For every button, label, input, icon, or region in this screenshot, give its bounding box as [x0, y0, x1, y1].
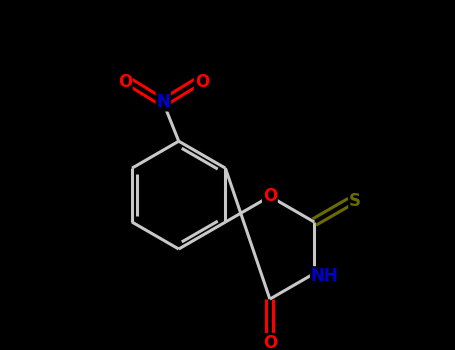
Text: O: O	[263, 334, 277, 350]
Text: N: N	[157, 93, 170, 111]
Text: O: O	[263, 187, 277, 205]
Text: O: O	[195, 73, 209, 91]
Text: S: S	[349, 191, 361, 210]
Text: NH: NH	[311, 267, 339, 285]
Text: O: O	[118, 73, 132, 91]
